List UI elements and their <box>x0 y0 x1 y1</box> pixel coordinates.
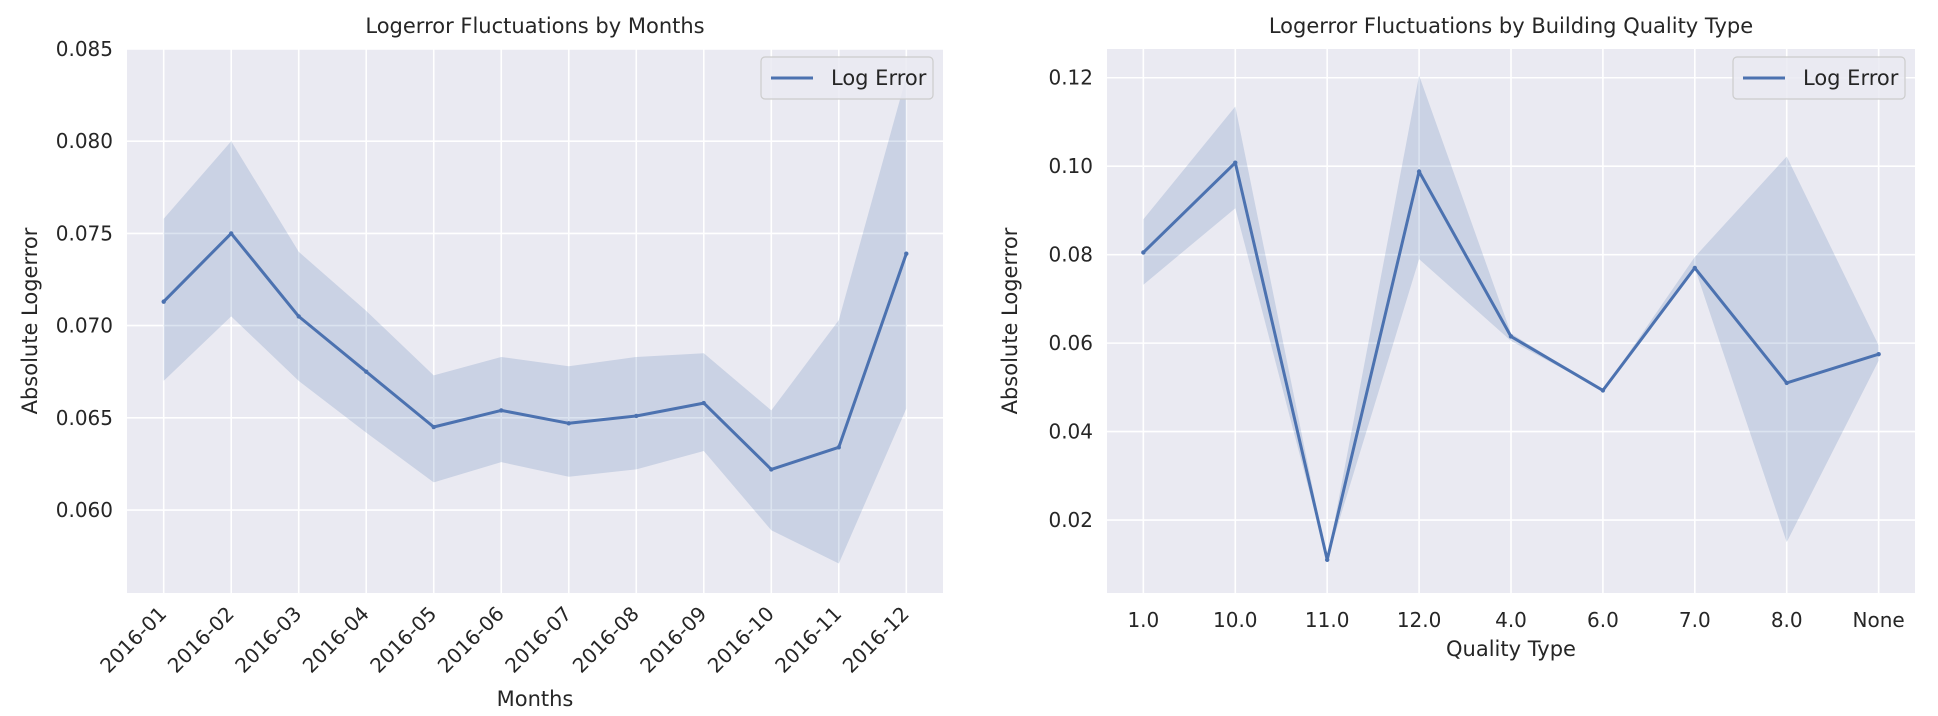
x-tick-label: 2016-12 <box>838 602 914 678</box>
data-point <box>634 413 639 419</box>
y-tick-label: 0.04 <box>1048 420 1093 444</box>
legend-label: Log Error <box>831 66 927 90</box>
data-point <box>904 251 909 256</box>
confidence-band <box>1143 75 1879 560</box>
data-point <box>1692 265 1698 271</box>
data-point <box>161 299 166 304</box>
y-tick-label: 0.075 <box>56 221 113 245</box>
data-point <box>566 421 571 426</box>
data-point <box>229 231 234 236</box>
x-tick-label: 2016-10 <box>703 602 779 678</box>
data-point <box>1141 250 1146 255</box>
data-point <box>296 314 301 319</box>
data-point <box>1324 557 1330 563</box>
x-axis-label: Quality Type <box>1446 637 1576 661</box>
y-tick-label: 0.080 <box>56 129 113 153</box>
x-tick-label: 2016-01 <box>95 602 171 678</box>
data-point <box>701 400 706 406</box>
data-point <box>769 467 774 472</box>
data-point <box>364 369 369 374</box>
data-point <box>1876 351 1881 357</box>
x-tick-label: 2016-03 <box>230 602 306 678</box>
x-tick-label: 12.0 <box>1397 608 1442 632</box>
series-line-log-error <box>162 231 908 471</box>
legend-box <box>1732 56 1906 100</box>
data-point <box>1233 160 1238 165</box>
chart-months: 0.0600.0650.0700.0750.0800.0852016-01201… <box>18 14 943 711</box>
chart-title: Logerror Fluctuations by Building Qualit… <box>1269 14 1753 38</box>
data-point <box>836 445 841 450</box>
x-tick-label: 4.0 <box>1495 608 1527 632</box>
y-tick-label: 0.060 <box>56 498 113 522</box>
x-tick-label: 2016-07 <box>500 602 576 678</box>
y-tick-label: 0.085 <box>56 37 113 61</box>
y-tick-label: 0.02 <box>1048 508 1093 532</box>
x-tick-label: 6.0 <box>1587 608 1619 632</box>
x-tick-label: 2016-05 <box>365 602 441 678</box>
x-tick-label: 2016-04 <box>298 602 374 678</box>
chart-quality-type: 0.02 0.04 0.06 0.08 0.10 0.12 1.0 10.0 11.0 12.0 4… <box>998 14 1915 661</box>
confidence-band <box>163 76 907 564</box>
x-tick-label: 2016-02 <box>163 602 239 678</box>
x-tick-label: 2016-08 <box>568 602 644 678</box>
data-point <box>1784 380 1789 386</box>
x-tick-label: 8.0 <box>1771 608 1803 632</box>
x-tick-label: 11.0 <box>1305 608 1350 632</box>
chart-title: Logerror Fluctuations by Months <box>365 14 704 38</box>
x-axis-label: Months <box>497 687 574 711</box>
y-axis-label: Absolute Logerror <box>998 227 1022 414</box>
data-point <box>1508 334 1514 339</box>
x-tick-label: 1.0 <box>1127 608 1159 632</box>
legend: Log Error <box>1732 56 1906 100</box>
data-point <box>1416 169 1422 174</box>
x-tick-label: 7.0 <box>1679 608 1711 632</box>
y-tick-label: 0.12 <box>1048 66 1093 90</box>
x-tick-label: 10.0 <box>1213 608 1258 632</box>
y-axis-label: Absolute Logerror <box>18 227 42 414</box>
y-tick-label: 0.065 <box>56 406 113 430</box>
legend: Log Error <box>760 56 934 100</box>
x-tick-label: 2016-06 <box>433 602 509 678</box>
plot-area <box>127 49 943 593</box>
legend-label: Log Error <box>1803 66 1899 90</box>
legend-box <box>760 56 934 100</box>
y-tick-label: 0.06 <box>1048 331 1093 355</box>
x-tick-label: 2016-09 <box>635 602 711 678</box>
y-tick-label: 0.070 <box>56 314 113 338</box>
data-point <box>431 424 436 430</box>
y-tick-label: 0.10 <box>1048 154 1093 178</box>
x-tick-label: 2016-11 <box>770 602 846 678</box>
data-point <box>499 408 504 413</box>
y-tick-label: 0.08 <box>1048 243 1093 267</box>
data-point <box>1600 388 1606 393</box>
x-tick-label: None <box>1853 608 1905 632</box>
